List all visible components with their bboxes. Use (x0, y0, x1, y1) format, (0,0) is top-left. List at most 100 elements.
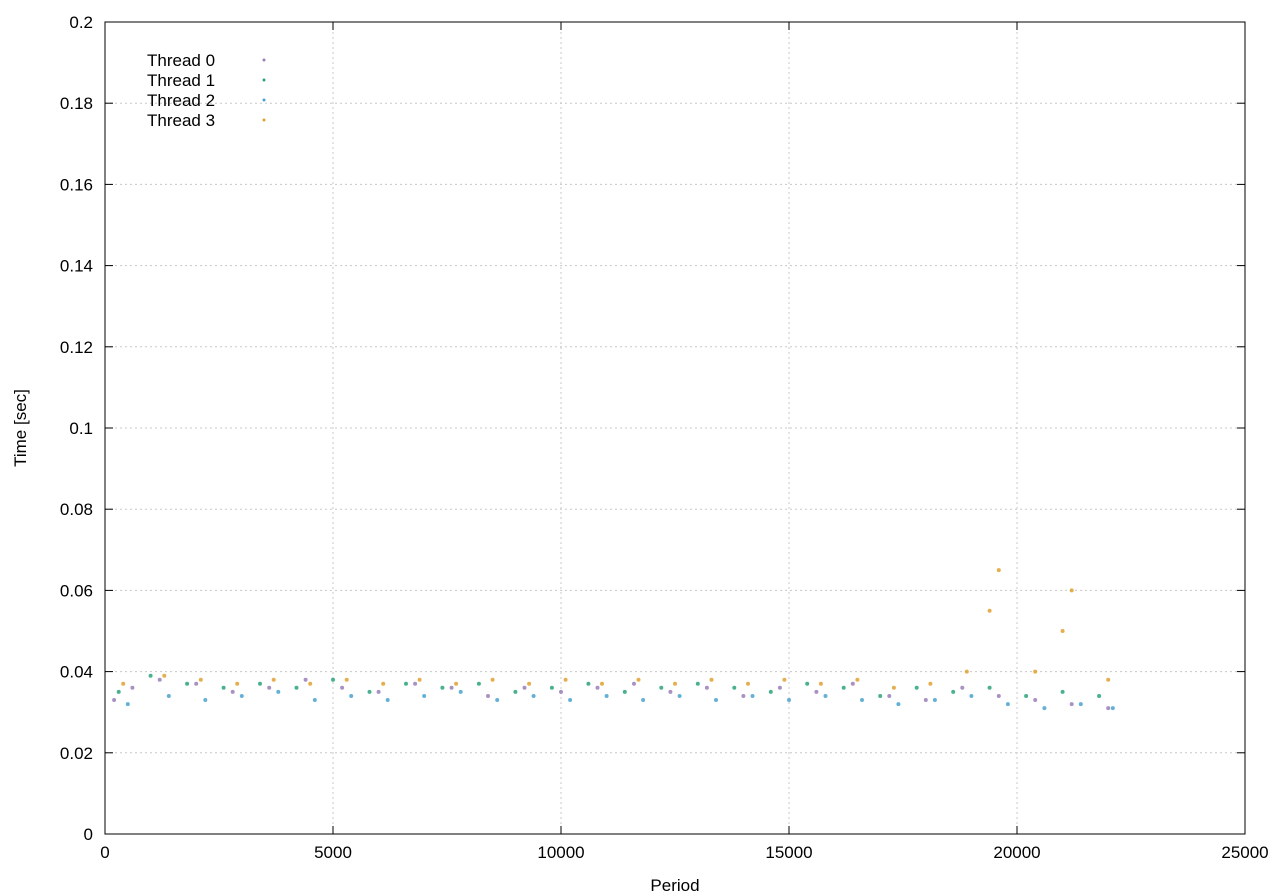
data-point (878, 694, 883, 698)
data-point (162, 673, 167, 678)
data-point (513, 689, 518, 694)
data-point (476, 681, 481, 686)
data-point (486, 694, 490, 698)
data-point (805, 681, 810, 686)
data-point (203, 698, 208, 702)
data-point (235, 681, 240, 686)
data-point (746, 681, 750, 686)
x-axis-tick-labels: 0 5000 10000 15000 20000 25000 (100, 843, 1268, 862)
legend-entry-label: Thread 3 (147, 111, 215, 130)
data-point (413, 681, 418, 686)
legend-entry-label: Thread 2 (147, 91, 215, 110)
data-point (636, 677, 641, 682)
data-point (823, 694, 828, 698)
data-point (1024, 694, 1029, 698)
data-point (125, 702, 130, 707)
data-point (818, 681, 823, 686)
data-point (814, 689, 819, 694)
data-point (668, 689, 673, 694)
data-point (340, 685, 345, 690)
data-point (121, 681, 126, 686)
legend-marker (262, 118, 266, 122)
data-point (659, 685, 664, 690)
data-point (996, 694, 1001, 698)
data-point (987, 608, 992, 613)
x-tick-label: 0 (100, 843, 109, 862)
data-point (768, 689, 773, 694)
data-point (349, 694, 354, 698)
data-point (586, 681, 591, 686)
data-point (276, 689, 281, 694)
data-point (841, 685, 846, 690)
data-point (896, 702, 901, 707)
data-point (641, 698, 646, 702)
data-point (385, 698, 390, 702)
data-point (116, 689, 121, 694)
data-point (422, 694, 427, 698)
data-point (490, 677, 495, 682)
series-2-points (125, 689, 1115, 711)
data-point (782, 677, 787, 682)
y-tick-label: 0.16 (60, 175, 93, 194)
data-point (458, 689, 463, 694)
data-point (1069, 702, 1074, 707)
data-point (850, 681, 855, 686)
data-point (914, 685, 919, 690)
data-point (604, 694, 609, 698)
data-point (440, 685, 445, 690)
data-point (677, 694, 682, 698)
data-point (312, 698, 317, 702)
data-point (130, 685, 135, 690)
data-point (860, 698, 864, 702)
data-point (221, 685, 226, 690)
data-point (230, 689, 235, 694)
series-1-points (116, 673, 1102, 698)
data-point (750, 694, 755, 698)
data-point (239, 694, 244, 698)
data-point (549, 685, 554, 690)
y-tick-label: 0.04 (60, 663, 93, 682)
data-point (1097, 694, 1102, 698)
y-tick-label: 0.18 (60, 94, 93, 113)
x-tick-label: 25000 (1221, 843, 1268, 862)
data-point (1033, 698, 1038, 702)
data-point (185, 681, 190, 686)
y-axis-label: Time [sec] (11, 389, 30, 467)
data-point (331, 677, 335, 682)
data-point (887, 694, 892, 698)
data-point (1033, 669, 1038, 674)
legend-marker (262, 98, 266, 102)
data-point (923, 698, 928, 702)
data-point (960, 685, 965, 690)
data-point (198, 677, 203, 682)
data-point (622, 689, 627, 694)
data-points (112, 568, 1115, 711)
data-point (704, 685, 709, 690)
data-point (258, 681, 262, 686)
data-point (303, 677, 308, 682)
data-point (404, 681, 408, 686)
data-point (632, 681, 636, 686)
data-point (932, 698, 937, 702)
data-point (787, 698, 791, 702)
data-point (454, 681, 459, 686)
data-point (964, 669, 969, 674)
data-point (714, 698, 718, 702)
data-point (996, 568, 1001, 573)
legend-entry-label: Thread 0 (147, 51, 215, 70)
data-point (381, 681, 386, 686)
data-point (709, 677, 714, 682)
data-point (1060, 689, 1065, 694)
legend-marker (262, 58, 266, 62)
data-point (1110, 706, 1115, 711)
data-point (673, 681, 677, 686)
data-point (417, 677, 422, 682)
data-point (1106, 677, 1111, 682)
data-point (695, 681, 700, 686)
y-tick-label: 0.02 (60, 744, 93, 763)
data-point (951, 689, 956, 694)
x-tick-label: 15000 (765, 843, 812, 862)
y-tick-label: 0.06 (60, 581, 93, 600)
y-tick-label: 0.1 (69, 419, 93, 438)
